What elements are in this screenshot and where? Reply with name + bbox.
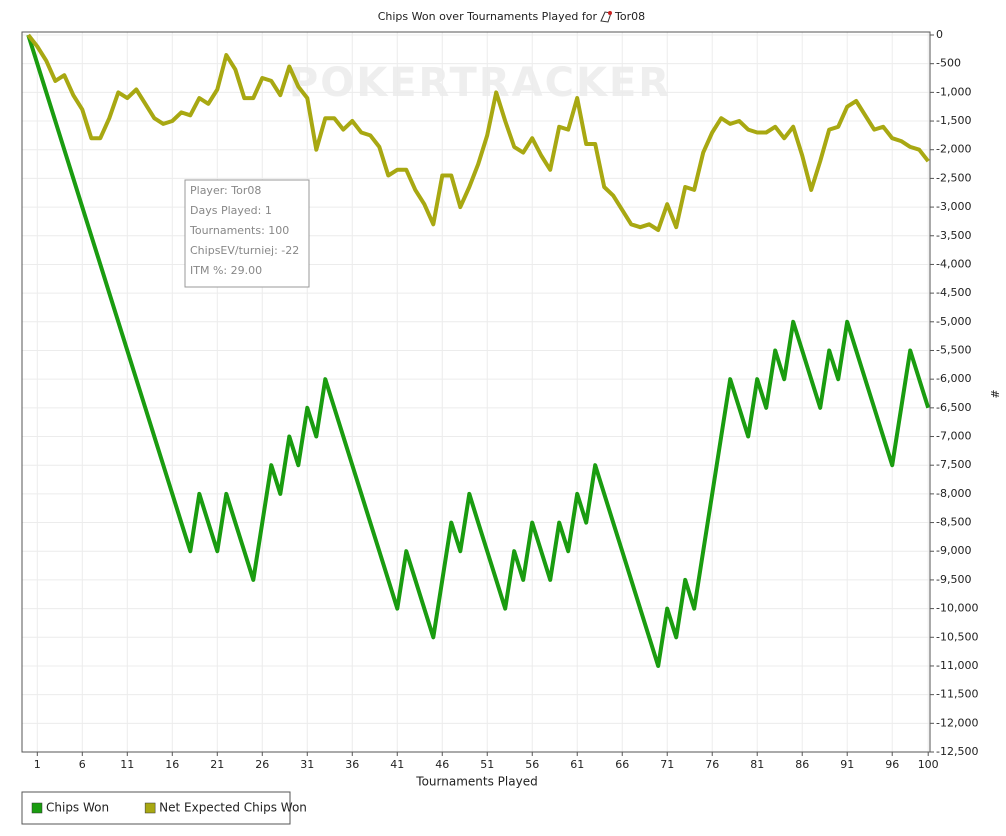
y-axis-title: # xyxy=(988,389,1001,398)
x-tick-label: 91 xyxy=(840,758,854,771)
x-tick-label: 71 xyxy=(660,758,674,771)
chart-title: Chips Won over Tournaments Played for xyxy=(378,10,598,23)
grid xyxy=(22,32,930,753)
plot-frame xyxy=(21,31,931,753)
y-tick-label: -11,500 xyxy=(936,688,978,701)
y-tick-label: -10,500 xyxy=(936,630,978,643)
x-tick-label: 86 xyxy=(795,758,809,771)
x-tick-label: 41 xyxy=(390,758,404,771)
x-tick-label: 51 xyxy=(480,758,494,771)
x-tick-label: 31 xyxy=(300,758,314,771)
tooltip-box xyxy=(184,179,310,288)
y-tick-label: -2,500 xyxy=(936,171,971,184)
x-tick-label: 56 xyxy=(525,758,539,771)
x-tick-label: 6 xyxy=(79,758,86,771)
tooltip: Player: Tor08 Days Played: 1 Tournaments: … xyxy=(184,179,310,288)
legend: Chips Won Net Expected Chips Won xyxy=(31,801,307,815)
x-tick-label: 61 xyxy=(570,758,584,771)
series-line xyxy=(26,34,931,668)
y-tick-label: -12,500 xyxy=(936,745,978,758)
y-tick-label: -3,000 xyxy=(936,200,971,213)
legend-swatch xyxy=(31,802,43,814)
player-name: Tor08 xyxy=(614,10,645,23)
y-tick-label: -4,000 xyxy=(936,257,971,270)
x-axis-title: Tournaments Played xyxy=(415,775,537,789)
tooltip-line: Days Played: 1 xyxy=(190,204,272,217)
y-tick-label: 0 xyxy=(936,28,943,41)
x-tick-label: 100 xyxy=(918,758,939,771)
y-tick-label: -3,500 xyxy=(936,229,971,242)
y-tick-label: -10,000 xyxy=(936,602,978,615)
x-tick-label: 26 xyxy=(255,758,269,771)
y-tick-label: -9,500 xyxy=(936,573,971,586)
y-tick-label: -9,000 xyxy=(936,544,971,557)
y-tick-label: -6,000 xyxy=(936,372,971,385)
x-tick-label: 66 xyxy=(615,758,629,771)
tooltip-line: Player: Tor08 xyxy=(190,184,261,197)
legend-label: Chips Won xyxy=(46,801,109,815)
y-tick-label: -11,000 xyxy=(936,659,978,672)
y-tick-label: -7,000 xyxy=(936,430,971,443)
x-tick-label: 16 xyxy=(165,758,179,771)
watermark: POKERTRACKER xyxy=(289,60,671,106)
tooltip-line: ChipsEV/turniej: -22 xyxy=(190,244,299,257)
x-tick-label: 81 xyxy=(750,758,764,771)
x-tick-label: 21 xyxy=(210,758,224,771)
legend-label: Net Expected Chips Won xyxy=(159,801,307,815)
series-line xyxy=(26,33,930,232)
y-tick-label: -8,000 xyxy=(936,487,971,500)
y-tick-label: -5,500 xyxy=(936,343,971,356)
y-tick-label: -12,000 xyxy=(936,716,978,729)
player-icon xyxy=(600,11,612,23)
y-tick-label: -500 xyxy=(936,57,961,70)
legend-swatch xyxy=(144,802,156,814)
x-tick-label: 1 xyxy=(34,758,41,771)
y-tick-label: -4,500 xyxy=(936,286,971,299)
y-tick-label: -6,500 xyxy=(936,401,971,414)
y-tick-label: -1,000 xyxy=(936,85,971,98)
tooltip-line: Tournaments: 100 xyxy=(189,224,289,237)
y-tick-label: -5,000 xyxy=(936,315,971,328)
x-tick-label: 36 xyxy=(345,758,359,771)
y-tick-label: -1,500 xyxy=(936,114,971,127)
plot-lines xyxy=(26,33,931,668)
y-tick-label: -2,000 xyxy=(936,143,971,156)
tooltip-line: ITM %: 29.00 xyxy=(190,264,262,277)
y-tick-label: -7,500 xyxy=(936,458,971,471)
x-tick-label: 11 xyxy=(120,758,134,771)
x-tick-label: 46 xyxy=(435,758,449,771)
x-tick-label: 96 xyxy=(885,758,899,771)
x-tick-label: 76 xyxy=(705,758,719,771)
legend-box xyxy=(21,791,291,825)
y-tick-label: -8,500 xyxy=(936,516,971,529)
